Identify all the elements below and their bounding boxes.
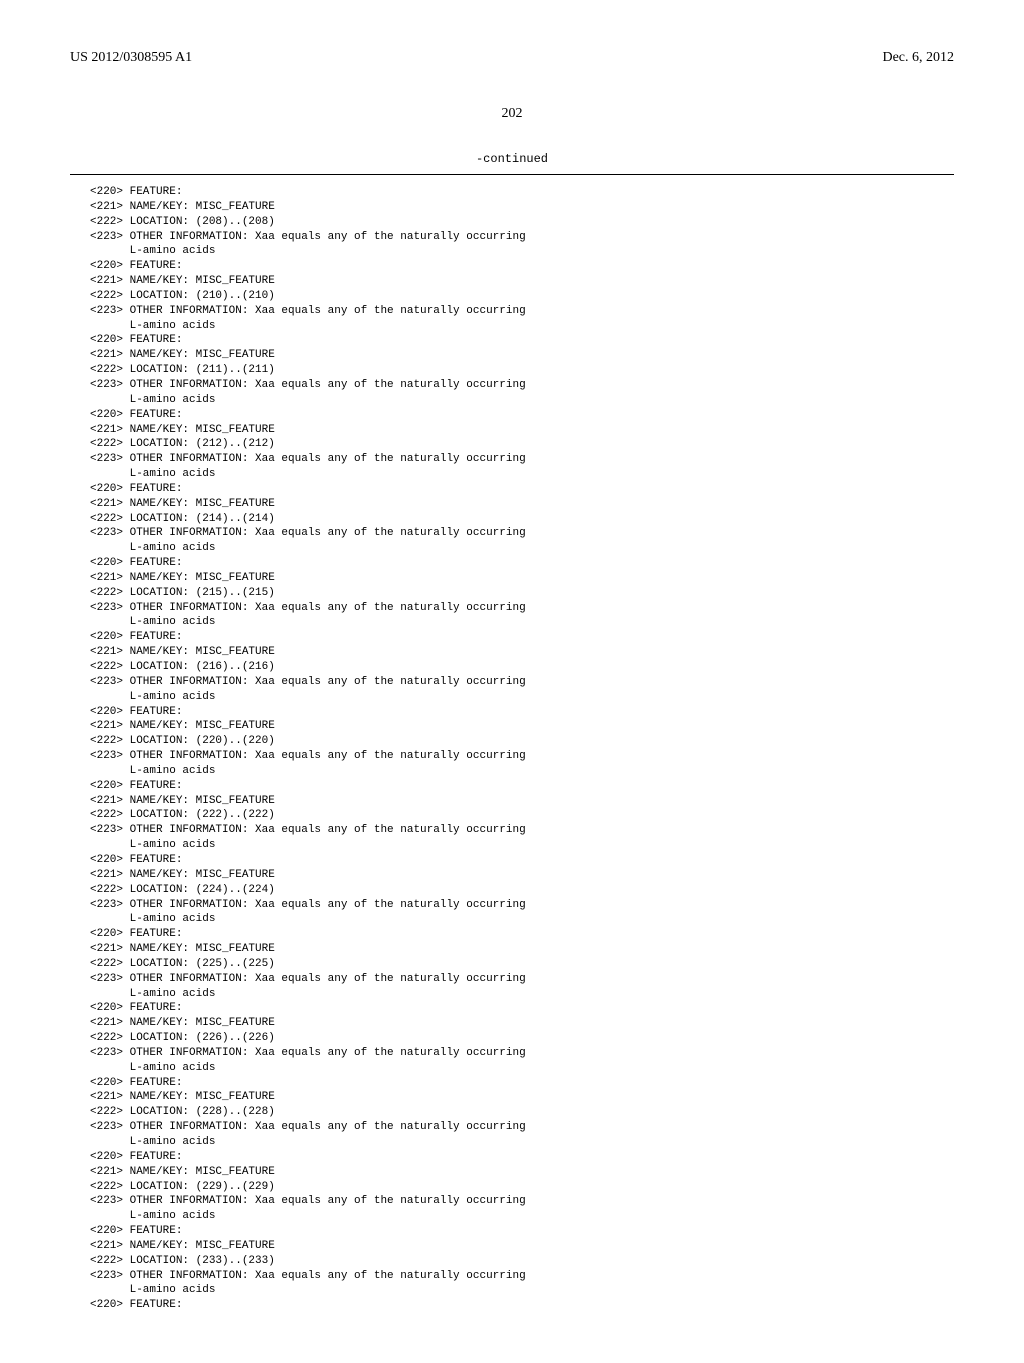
continued-label: -continued — [70, 152, 954, 166]
page-number: 202 — [70, 106, 954, 122]
publication-date: Dec. 6, 2012 — [882, 50, 954, 66]
page-header: US 2012/0308595 A1 Dec. 6, 2012 — [70, 50, 954, 66]
sequence-listing: <220> FEATURE: <221> NAME/KEY: MISC_FEAT… — [70, 185, 954, 1313]
horizontal-rule — [70, 174, 954, 175]
publication-number: US 2012/0308595 A1 — [70, 50, 192, 66]
